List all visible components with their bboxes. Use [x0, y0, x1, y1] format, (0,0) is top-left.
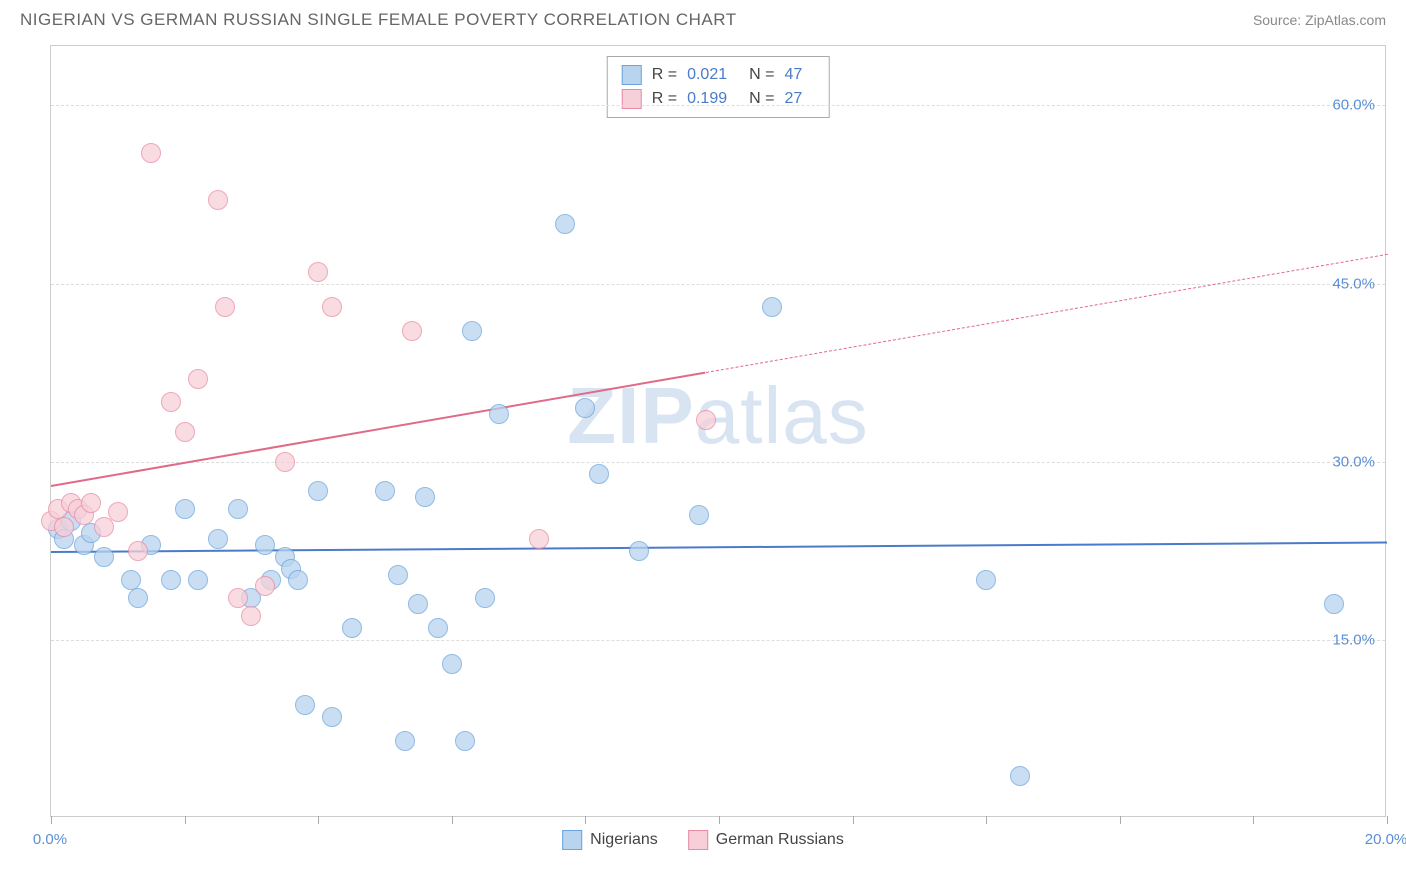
- data-point: [308, 481, 328, 501]
- data-point: [94, 547, 114, 567]
- source-name: ZipAtlas.com: [1305, 12, 1386, 28]
- data-point: [295, 695, 315, 715]
- series-legend: Nigerians German Russians: [562, 830, 844, 850]
- chart-title: NIGERIAN VS GERMAN RUSSIAN SINGLE FEMALE…: [20, 10, 737, 30]
- scatter-plot-area: ZIPatlas R = 0.021 N = 47 R =0.199N =27 15.0…: [50, 45, 1386, 817]
- trendline-dashed: [706, 254, 1388, 373]
- data-point: [141, 143, 161, 163]
- x-tick-label: 0.0%: [33, 831, 67, 848]
- data-point: [322, 297, 342, 317]
- data-point: [575, 398, 595, 418]
- data-point: [255, 535, 275, 555]
- x-tick: [51, 816, 52, 824]
- trendline-solid: [51, 541, 1387, 553]
- x-tick: [719, 816, 720, 824]
- data-point: [629, 541, 649, 561]
- x-tick: [185, 816, 186, 824]
- r-label: R =: [652, 66, 677, 84]
- data-point: [442, 654, 462, 674]
- data-point: [689, 505, 709, 525]
- data-point: [275, 452, 295, 472]
- n-value: 47: [784, 66, 802, 84]
- data-point: [408, 594, 428, 614]
- data-point: [161, 570, 181, 590]
- x-tick: [986, 816, 987, 824]
- data-point: [696, 410, 716, 430]
- data-point: [976, 570, 996, 590]
- legend-item: German Russians: [688, 830, 844, 850]
- data-point: [308, 262, 328, 282]
- stats-legend-row: R = 0.021 N = 47: [622, 63, 815, 87]
- x-tick: [318, 816, 319, 824]
- data-point: [175, 499, 195, 519]
- data-point: [175, 422, 195, 442]
- data-point: [1324, 594, 1344, 614]
- data-point: [455, 731, 475, 751]
- x-tick: [452, 816, 453, 824]
- grid-line: [51, 462, 1385, 463]
- data-point: [415, 487, 435, 507]
- data-point: [475, 588, 495, 608]
- grid-line: [51, 640, 1385, 641]
- x-tick-label: 20.0%: [1365, 831, 1406, 848]
- legend-swatch: [562, 830, 582, 850]
- data-point: [589, 464, 609, 484]
- legend-swatch: [622, 65, 642, 85]
- data-point: [375, 481, 395, 501]
- chart-header: NIGERIAN VS GERMAN RUSSIAN SINGLE FEMALE…: [0, 0, 1406, 38]
- source-attribution: Source: ZipAtlas.com: [1253, 12, 1386, 28]
- legend-item: Nigerians: [562, 830, 658, 850]
- watermark: ZIPatlas: [567, 370, 868, 462]
- y-tick-label: 30.0%: [1332, 453, 1375, 470]
- data-point: [228, 499, 248, 519]
- legend-label: Nigerians: [590, 831, 658, 849]
- data-point: [288, 570, 308, 590]
- data-point: [128, 588, 148, 608]
- x-tick: [1120, 816, 1121, 824]
- source-prefix: Source:: [1253, 12, 1305, 28]
- data-point: [188, 369, 208, 389]
- data-point: [108, 502, 128, 522]
- data-point: [81, 493, 101, 513]
- data-point: [555, 214, 575, 234]
- data-point: [241, 606, 261, 626]
- data-point: [255, 576, 275, 596]
- data-point: [762, 297, 782, 317]
- y-tick-label: 15.0%: [1332, 631, 1375, 648]
- grid-line: [51, 105, 1385, 106]
- data-point: [208, 529, 228, 549]
- legend-label: German Russians: [716, 831, 844, 849]
- watermark-light: atlas: [695, 371, 869, 460]
- data-point: [489, 404, 509, 424]
- data-point: [161, 392, 181, 412]
- stats-legend-row: R =0.199N =27: [622, 87, 815, 111]
- data-point: [462, 321, 482, 341]
- data-point: [529, 529, 549, 549]
- y-tick-label: 45.0%: [1332, 275, 1375, 292]
- x-tick: [853, 816, 854, 824]
- data-point: [342, 618, 362, 638]
- x-tick: [1387, 816, 1388, 824]
- legend-swatch: [688, 830, 708, 850]
- data-point: [215, 297, 235, 317]
- data-point: [322, 707, 342, 727]
- data-point: [188, 570, 208, 590]
- x-tick: [585, 816, 586, 824]
- data-point: [395, 731, 415, 751]
- grid-line: [51, 284, 1385, 285]
- data-point: [54, 517, 74, 537]
- stats-legend-box: R = 0.021 N = 47 R =0.199N =27: [607, 56, 830, 118]
- n-label: N =: [749, 66, 774, 84]
- data-point: [228, 588, 248, 608]
- x-tick: [1253, 816, 1254, 824]
- data-point: [402, 321, 422, 341]
- data-point: [388, 565, 408, 585]
- data-point: [208, 190, 228, 210]
- data-point: [128, 541, 148, 561]
- y-tick-label: 60.0%: [1332, 97, 1375, 114]
- data-point: [1010, 766, 1030, 786]
- data-point: [428, 618, 448, 638]
- r-value: 0.021: [687, 66, 727, 84]
